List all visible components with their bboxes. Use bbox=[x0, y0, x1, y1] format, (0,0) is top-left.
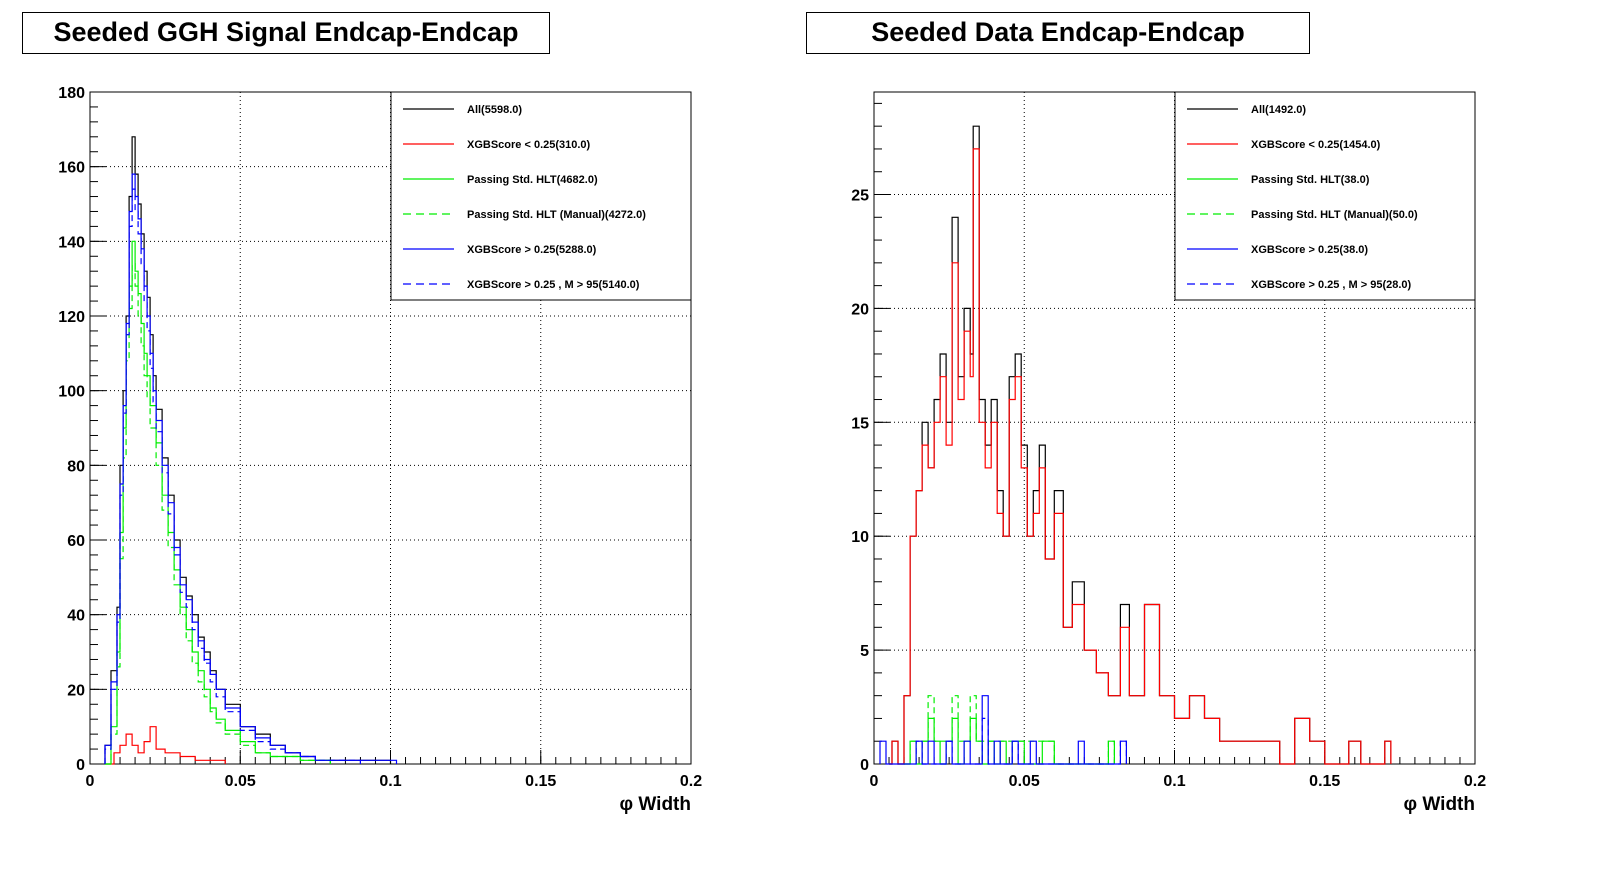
x-axis-label: φ Width bbox=[1404, 794, 1475, 815]
legend-label: Passing Std. HLT(4682.0) bbox=[467, 174, 598, 186]
series-line-4 bbox=[904, 695, 1115, 765]
y-tick-label: 0 bbox=[76, 757, 85, 774]
x-tick-label: 0.1 bbox=[1163, 773, 1185, 790]
x-axis-label: φ Width bbox=[620, 794, 691, 815]
y-tick-label: 80 bbox=[67, 458, 85, 475]
y-tick-label: 10 bbox=[851, 529, 869, 546]
chart-1: 0 0.05 0.1 0.15 0.2 0 20 40 60 80 100 120 140 160 180 A… bbox=[58, 85, 702, 815]
legend-label: XGBScore > 0.25(38.0) bbox=[1251, 244, 1368, 256]
chart-2: 0 0.05 0.1 0.15 0.2 0 5 10 15 20 25 All(1492.0) XGBS… bbox=[851, 91, 1486, 815]
legend-label: XGBScore < 0.25(1454.0) bbox=[1251, 139, 1381, 151]
y-tick-label: 140 bbox=[58, 234, 85, 251]
legend-label: Passing Std. HLT (Manual)(50.0) bbox=[1251, 209, 1418, 221]
legend-label: XGBScore < 0.25(310.0) bbox=[467, 139, 591, 151]
x-tick-label: 0.15 bbox=[525, 773, 556, 790]
chart2-title: Seeded Data Endcap-Endcap bbox=[806, 12, 1310, 54]
y-tick-label: 20 bbox=[67, 682, 85, 699]
y-tick-label: 100 bbox=[58, 384, 85, 401]
legend-label: Passing Std. HLT (Manual)(4272.0) bbox=[467, 209, 646, 221]
y-tick-label: 120 bbox=[58, 309, 85, 326]
y-tick-label: 180 bbox=[58, 85, 85, 102]
x-tick-label: 0.1 bbox=[379, 773, 401, 790]
legend-label: All(5598.0) bbox=[467, 104, 522, 116]
x-tick-label: 0.2 bbox=[680, 773, 702, 790]
x-tick-label: 0.2 bbox=[1464, 773, 1486, 790]
series-line-6 bbox=[915, 717, 1127, 765]
y-tick-label: 5 bbox=[860, 643, 869, 660]
x-tick-label: 0.05 bbox=[1009, 773, 1040, 790]
y-tick-label: 40 bbox=[67, 608, 85, 625]
x-tick-label: 0 bbox=[870, 773, 879, 790]
y-tick-label: 20 bbox=[851, 301, 869, 318]
y-tick-label: 160 bbox=[58, 160, 85, 177]
chart1-title: Seeded GGH Signal Endcap-Endcap bbox=[22, 12, 550, 54]
x-tick-label: 0.15 bbox=[1309, 773, 1340, 790]
legend-box bbox=[390, 91, 692, 301]
x-tick-label: 0 bbox=[86, 773, 95, 790]
legend-box bbox=[1174, 91, 1476, 301]
y-tick-label: 0 bbox=[860, 757, 869, 774]
y-tick-label: 15 bbox=[851, 415, 869, 432]
x-tick-label: 0.05 bbox=[225, 773, 256, 790]
legend-label: XGBScore > 0.25(5288.0) bbox=[467, 244, 597, 256]
series-line-2 bbox=[889, 148, 1392, 765]
legend-label: XGBScore > 0.25 , M > 95(28.0) bbox=[1251, 279, 1412, 291]
legend-label: XGBScore > 0.25 , M > 95(5140.0) bbox=[467, 279, 640, 291]
series-line-2 bbox=[105, 726, 226, 765]
y-tick-label: 25 bbox=[851, 188, 869, 205]
y-tick-label: 60 bbox=[67, 533, 85, 550]
series-line-6 bbox=[104, 188, 361, 764]
legend-label: All(1492.0) bbox=[1251, 104, 1306, 116]
legend-label: Passing Std. HLT(38.0) bbox=[1251, 174, 1370, 186]
